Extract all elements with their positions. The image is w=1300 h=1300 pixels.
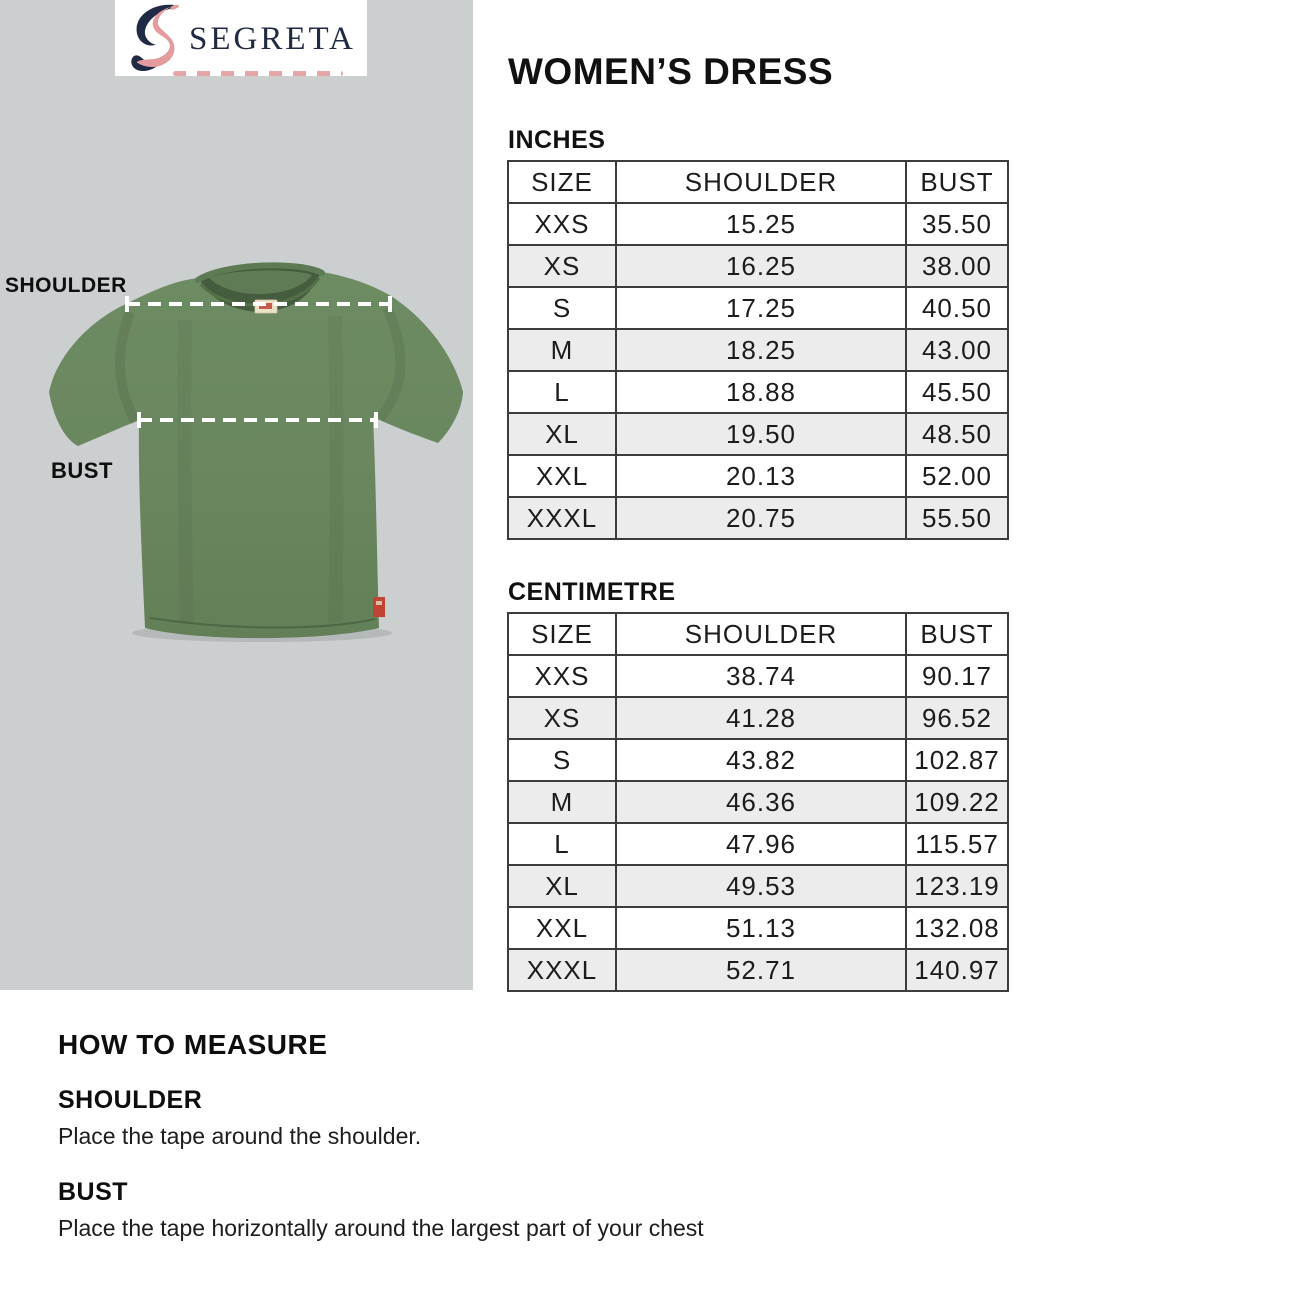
table-row: XXL 20.13 52.00 — [507, 454, 1009, 498]
product-diagram-panel: SEGRETA SHOULDE — [0, 0, 473, 990]
table-row: XS 16.25 38.00 — [507, 244, 1009, 288]
shoulder-diagram-label: SHOULDER — [5, 274, 127, 297]
table-row: L 18.88 45.50 — [507, 370, 1009, 414]
inches-table-heading: INCHES — [508, 126, 606, 154]
shoulder-measure-line — [125, 296, 392, 312]
hem-tab — [373, 597, 385, 617]
col-header-shoulder: SHOULDER — [615, 612, 907, 656]
table-row: L 47.96 115.57 — [507, 822, 1009, 866]
how-to-measure-shoulder-text: Place the tape around the shoulder. — [58, 1123, 422, 1149]
table-header-row: SIZE SHOULDER BUST — [507, 160, 1009, 204]
how-to-measure-bust-heading: BUST — [58, 1178, 129, 1206]
col-header-size: SIZE — [507, 160, 617, 204]
how-to-measure-bust-text: Place the tape horizontally around the l… — [58, 1215, 704, 1241]
bust-measure-line — [137, 412, 378, 428]
page-title: WOMEN’S DRESS — [508, 51, 834, 92]
table-row: XXS 38.74 90.17 — [507, 654, 1009, 698]
centimetre-table-heading: CENTIMETRE — [508, 578, 676, 606]
table-row: XS 41.28 96.52 — [507, 696, 1009, 740]
table-row: XL 49.53 123.19 — [507, 864, 1009, 908]
col-header-size: SIZE — [507, 612, 617, 656]
tshirt-image — [49, 262, 463, 642]
table-row: XL 19.50 48.50 — [507, 412, 1009, 456]
col-header-shoulder: SHOULDER — [615, 160, 907, 204]
table-row: M 18.25 43.00 — [507, 328, 1009, 372]
centimetre-size-table: SIZE SHOULDER BUST XXS 38.74 90.17 XS 41… — [507, 612, 1009, 992]
table-header-row: SIZE SHOULDER BUST — [507, 612, 1009, 656]
brand-logo-icon — [131, 4, 180, 72]
bust-diagram-label: BUST — [51, 458, 113, 483]
col-header-bust: BUST — [905, 160, 1009, 204]
table-row: S 17.25 40.50 — [507, 286, 1009, 330]
col-header-bust: BUST — [905, 612, 1009, 656]
table-row: XXL 51.13 132.08 — [507, 906, 1009, 950]
table-row: S 43.82 102.87 — [507, 738, 1009, 782]
how-to-measure-title: HOW TO MEASURE — [58, 1029, 328, 1060]
logo-tagline-cropped-decoration — [173, 71, 343, 76]
table-row: XXS 15.25 35.50 — [507, 202, 1009, 246]
how-to-measure-shoulder-heading: SHOULDER — [58, 1086, 203, 1114]
table-row: M 46.36 109.22 — [507, 780, 1009, 824]
table-row: XXXL 52.71 140.97 — [507, 948, 1009, 992]
brand-name: SEGRETA — [189, 21, 356, 57]
inches-size-table: SIZE SHOULDER BUST XXS 15.25 35.50 XS 16… — [507, 160, 1009, 540]
table-row: XXXL 20.75 55.50 — [507, 496, 1009, 540]
brand-logo: SEGRETA — [115, 0, 367, 76]
